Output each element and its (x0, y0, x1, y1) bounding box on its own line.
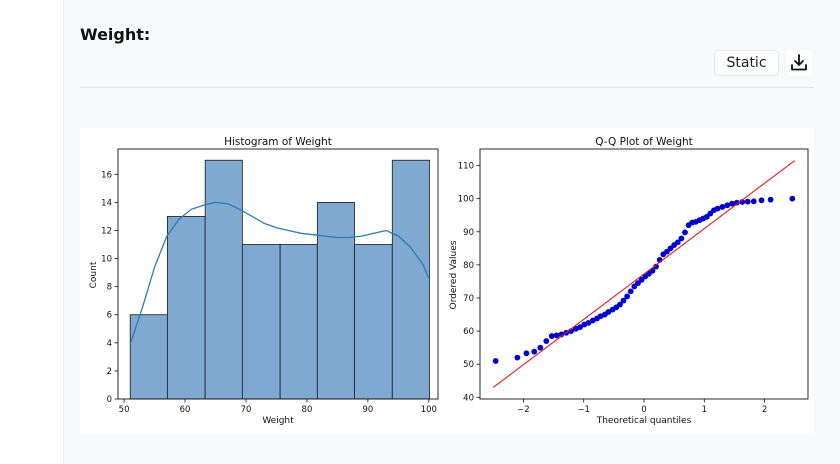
histogram-bar (279, 244, 318, 400)
qq-point (624, 293, 631, 300)
histogram-ylabel: Count (89, 261, 99, 288)
histogram-bar (316, 201, 355, 400)
histogram-bar (166, 216, 206, 400)
qq-title: Q-Q Plot of Weight (595, 136, 693, 148)
qq-point (789, 195, 796, 202)
y-tick-label: 70 (463, 294, 474, 304)
qq-point (523, 350, 530, 357)
static-button[interactable]: Static (714, 50, 779, 76)
qq-point (537, 344, 544, 351)
y-tick-label: 8 (107, 283, 112, 293)
y-tick-label: 0 (107, 395, 112, 405)
qq-point (616, 301, 623, 308)
x-tick-label: 2 (762, 405, 767, 415)
section-title: Weight: (80, 25, 151, 44)
y-tick-label: 2 (107, 367, 112, 377)
x-tick-label: 80 (302, 405, 313, 415)
header-divider (80, 87, 814, 88)
x-tick-label: 0 (641, 405, 646, 415)
qq-point (514, 354, 521, 361)
qq-point (627, 288, 634, 295)
qq-point (767, 196, 774, 203)
content-panel: Weight: Static Histogram of Weight 50 60 7… (64, 0, 840, 464)
download-icon (791, 54, 807, 71)
x-tick-label: −1 (577, 405, 590, 415)
qq-point (558, 331, 565, 338)
y-tick-label: 90 (463, 228, 474, 238)
figure-svg: Histogram of Weight 50 60 70 80 90 1000246810… (89, 136, 809, 426)
y-tick-label: 12 (101, 226, 112, 236)
qq-point (674, 239, 681, 246)
y-tick-label: 14 (101, 198, 112, 208)
histogram-bar (241, 244, 281, 400)
qq-point (724, 202, 731, 209)
y-tick-label: 100 (458, 195, 474, 205)
plot-frame (117, 148, 439, 400)
y-tick-label: 80 (463, 261, 474, 271)
qq-point (548, 333, 555, 339)
x-tick-label: 60 (180, 405, 191, 415)
qq-point (605, 309, 612, 315)
qq-point (553, 332, 560, 339)
plot-frame (479, 148, 809, 400)
qq-point (620, 297, 627, 304)
qq-point (750, 198, 757, 205)
qq-point (733, 199, 740, 206)
qq-point (682, 229, 688, 236)
x-tick-label: 50 (119, 405, 130, 415)
qq-point (531, 348, 538, 355)
y-tick-label: 60 (463, 327, 474, 337)
qq-point (492, 358, 499, 364)
histogram-xlabel: Weight (262, 416, 294, 426)
x-tick-label: −2 (517, 405, 530, 415)
histogram-bar (354, 244, 393, 400)
histogram-panel: Histogram of Weight 50 60 70 80 90 100 0 2 4 6 8 10… (89, 136, 439, 426)
y-tick-label: 110 (458, 162, 474, 172)
histogram-bar (129, 314, 168, 400)
gutter-divider (63, 0, 64, 464)
histogram-bar (391, 159, 430, 400)
y-tick-label: 40 (463, 393, 474, 403)
download-button[interactable] (786, 50, 812, 76)
y-tick-label: 16 (101, 170, 112, 180)
qq-point (729, 200, 735, 207)
x-tick-label: 90 (362, 405, 373, 415)
qq-point (758, 197, 765, 204)
y-tick-label: 6 (107, 311, 112, 321)
qq-point (678, 235, 685, 242)
x-tick-label: 70 (241, 405, 252, 415)
qq-fit-line (492, 160, 796, 388)
qq-point (719, 204, 726, 210)
qq-ylabel: Ordered Values (449, 240, 459, 309)
qq-point (653, 263, 659, 270)
qq-point (543, 338, 550, 344)
qq-point (577, 324, 583, 331)
qq-point (714, 205, 721, 212)
qq-point (585, 319, 592, 326)
qq-panel: Q-Q Plot of Weight −2 −1 0 1 2 40 50 60 70 80 90 10… (449, 136, 809, 426)
y-tick-label: 50 (463, 360, 474, 370)
left-gutter (0, 0, 63, 464)
x-tick-label: 100 (421, 405, 437, 415)
qq-xlabel: Theoretical quantiles (596, 416, 692, 426)
histogram-bar (204, 159, 243, 400)
histogram-title: Histogram of Weight (224, 136, 332, 148)
kde-curve (129, 201, 430, 345)
y-tick-label: 4 (107, 339, 112, 349)
y-tick-label: 10 (101, 255, 112, 265)
x-tick-label: 1 (702, 405, 707, 415)
qq-point (744, 198, 751, 205)
chart-figure: Histogram of Weight 50 60 70 80 90 100 0 2 4 6 8 10… (80, 128, 814, 434)
